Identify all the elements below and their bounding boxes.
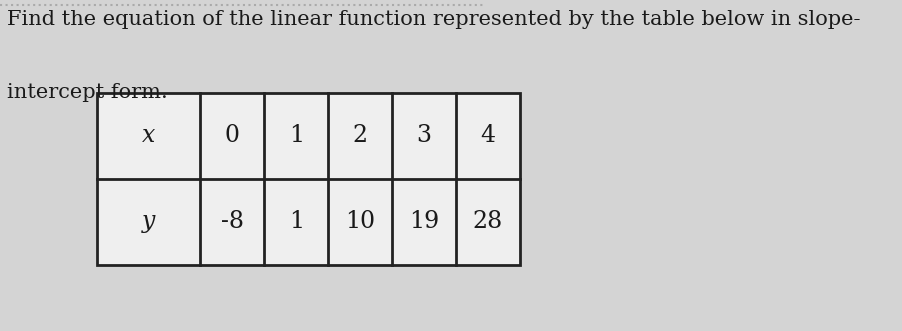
Text: 1: 1 [289, 124, 303, 147]
Text: -8: -8 [221, 210, 244, 233]
Text: Find the equation of the linear function represented by the table below in slope: Find the equation of the linear function… [7, 10, 860, 29]
Text: 3: 3 [416, 124, 431, 147]
FancyBboxPatch shape [97, 93, 519, 265]
Text: 0: 0 [225, 124, 240, 147]
Text: 1: 1 [289, 210, 303, 233]
Text: 28: 28 [472, 210, 502, 233]
Text: intercept form.: intercept form. [7, 83, 168, 102]
Text: x: x [142, 124, 155, 147]
Text: 10: 10 [345, 210, 374, 233]
Text: y: y [142, 210, 155, 233]
Text: 2: 2 [352, 124, 367, 147]
Text: 19: 19 [409, 210, 438, 233]
Text: 4: 4 [480, 124, 494, 147]
